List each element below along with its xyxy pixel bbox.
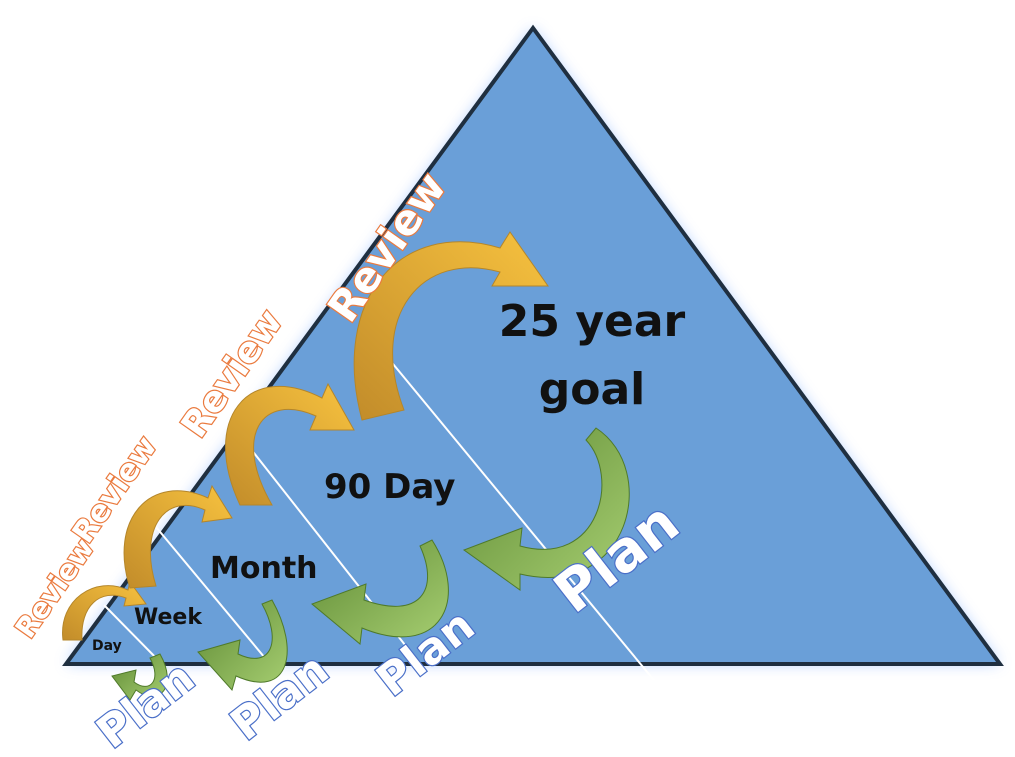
- plan-arrow-goal: [462, 427, 630, 591]
- review-arrows: [62, 231, 549, 641]
- review-arrow-week: [123, 484, 233, 589]
- level-label-90-day: 90 Day: [324, 467, 455, 507]
- level-label-day: Day: [92, 638, 122, 654]
- review-arrow-month: [225, 382, 355, 506]
- level-label-month: Month: [210, 551, 318, 586]
- review-label-1: Review: [9, 532, 101, 644]
- review-arrow-day: [62, 580, 147, 641]
- divider-week: [145, 514, 271, 665]
- divider-90-day: [364, 329, 663, 691]
- plan-arrow-90-day: [311, 539, 449, 645]
- goal-label-line2: goal: [539, 364, 646, 415]
- divider-day: [103, 604, 163, 665]
- level-label-week: Week: [134, 605, 203, 630]
- pyramid-triangle: [62, 24, 1004, 666]
- plan-label-1: Plan: [87, 652, 204, 757]
- plan-arrow-week: [111, 653, 168, 701]
- goal-label-line1: 25 year: [499, 296, 686, 347]
- plan-arrows: [111, 427, 630, 701]
- review-arrow-90-day: [353, 231, 549, 421]
- plan-arrow-month: [197, 599, 288, 692]
